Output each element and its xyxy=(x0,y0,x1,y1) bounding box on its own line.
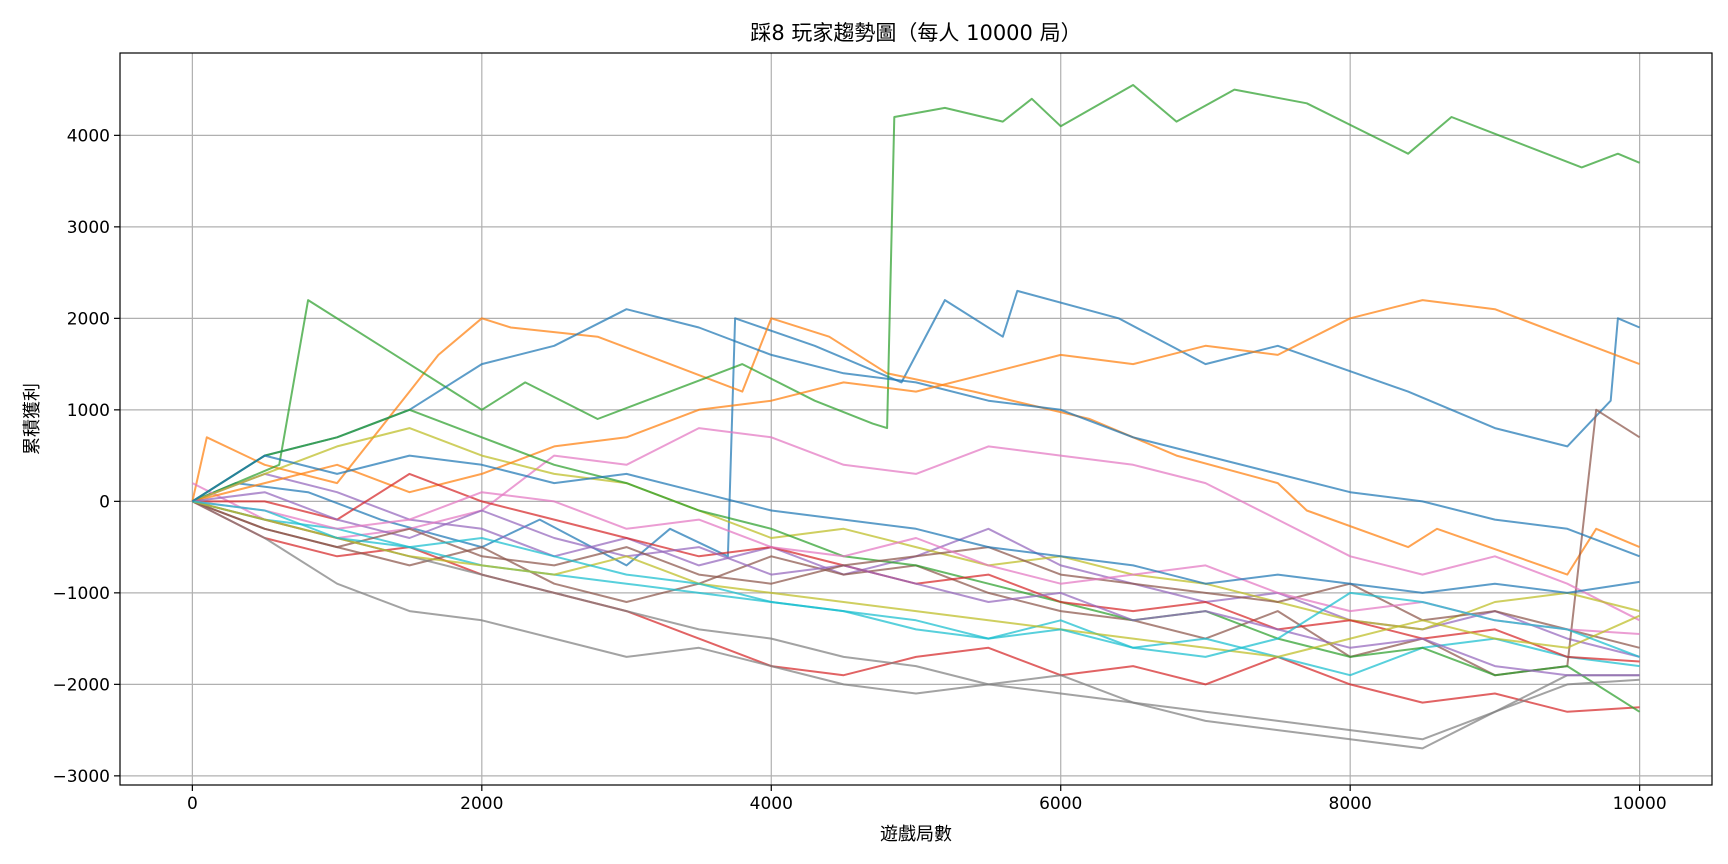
series-line-7 xyxy=(191,427,1641,622)
series-line-18 xyxy=(192,500,1640,741)
series-line-17 xyxy=(192,491,1640,635)
y-tick-label: 4000 xyxy=(67,126,110,146)
chart-title: 踩8 玩家趨勢圖（每人 10000 局） xyxy=(750,21,1081,45)
series-line-8 xyxy=(191,500,1640,750)
grid xyxy=(120,53,1712,785)
y-tick-label: 3000 xyxy=(67,218,110,238)
axis-ticks: 0 2000 4000 6000 8000 10000 −3000 −2000 −1000 0 10… xyxy=(52,126,1666,814)
y-tick-label: 0 xyxy=(99,492,110,512)
series-line-20 xyxy=(192,500,1640,658)
series-line-12 xyxy=(192,299,1640,503)
series-line-1 xyxy=(192,289,1640,567)
x-tick-label: 6000 xyxy=(1039,794,1082,814)
x-tick-label: 10000 xyxy=(1613,794,1667,814)
x-tick-label: 8000 xyxy=(1329,794,1372,814)
x-tick-label: 2000 xyxy=(460,794,503,814)
series-line-15 xyxy=(192,491,1640,677)
y-axis-label: 累積獲利 xyxy=(22,383,43,455)
series-line-10 xyxy=(192,500,1640,677)
x-tick-label: 4000 xyxy=(750,794,793,814)
y-tick-label: −1000 xyxy=(52,584,110,604)
series-lines xyxy=(191,84,1641,750)
y-tick-label: −3000 xyxy=(52,767,110,787)
y-tick-label: 1000 xyxy=(67,401,110,421)
y-tick-label: 2000 xyxy=(67,309,110,329)
y-tick-label: −2000 xyxy=(52,675,110,695)
plot-frame xyxy=(119,52,1713,786)
series-line-4 xyxy=(191,500,1640,713)
x-tick-label: 0 xyxy=(187,794,198,814)
x-axis-label: 遊戲局數 xyxy=(880,824,952,845)
series-line-19 xyxy=(192,500,1641,658)
series-line-3 xyxy=(192,84,1640,503)
series-line-13 xyxy=(191,408,1641,713)
series-line-16 xyxy=(192,500,1640,649)
series-line-21 xyxy=(191,454,1640,594)
series-line-11 xyxy=(191,308,1640,558)
series-line-2 xyxy=(191,317,1640,576)
